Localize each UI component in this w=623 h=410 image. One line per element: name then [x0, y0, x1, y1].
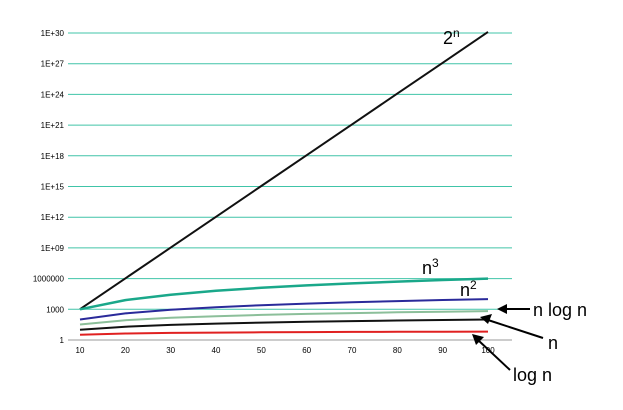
y-tick-label: 1E+21: [41, 121, 65, 130]
y-tick-label: 1E+15: [41, 183, 65, 192]
y-tick-labels: 1 1000 1000000 1E+09 1E+12 1E+15 1E+18 1E+21 1E+…: [33, 29, 65, 345]
series-line-1: [79, 277, 489, 311]
x-tick-label: 10: [76, 346, 85, 355]
y-tick-label: 1E+27: [41, 60, 65, 69]
label-n2: n2: [460, 278, 477, 300]
y-tick-label: 1: [60, 336, 65, 345]
series-line-3: [79, 310, 489, 326]
arrow-n: [480, 314, 544, 339]
label-nlogn: n log n: [533, 300, 587, 320]
label-logn: log n: [513, 365, 552, 385]
x-tick-labels: 102030405060708090100: [76, 346, 496, 355]
arrow-nlogn: [497, 304, 530, 314]
x-tick-label: 40: [212, 346, 221, 355]
x-tick-label: 60: [302, 346, 311, 355]
grid-lines: [68, 32, 512, 341]
x-tick-label: 70: [348, 346, 357, 355]
x-tick-label: 90: [438, 346, 447, 355]
series-lines: [79, 31, 489, 336]
y-tick-label: 1E+18: [41, 152, 65, 161]
y-tick-label: 1E+24: [41, 90, 65, 99]
x-tick-label: 30: [166, 346, 175, 355]
label-n: n: [548, 333, 558, 353]
y-tick-label: 1000: [46, 305, 64, 314]
y-tick-label: 1E+09: [41, 244, 65, 253]
series-line-5: [79, 330, 489, 336]
y-tick-label: 1E+12: [41, 213, 65, 222]
arrow-logn: [472, 334, 511, 371]
x-tick-label: 20: [121, 346, 130, 355]
y-tick-label: 1E+30: [41, 29, 65, 38]
series-line-0: [79, 31, 489, 311]
y-tick-label: 1000000: [33, 275, 65, 284]
series-line-2: [79, 298, 489, 321]
x-tick-label: 80: [393, 346, 402, 355]
series-line-4: [79, 318, 489, 331]
label-2n: 2n: [443, 26, 460, 48]
label-n3: n3: [422, 256, 439, 278]
x-tick-label: 50: [257, 346, 266, 355]
